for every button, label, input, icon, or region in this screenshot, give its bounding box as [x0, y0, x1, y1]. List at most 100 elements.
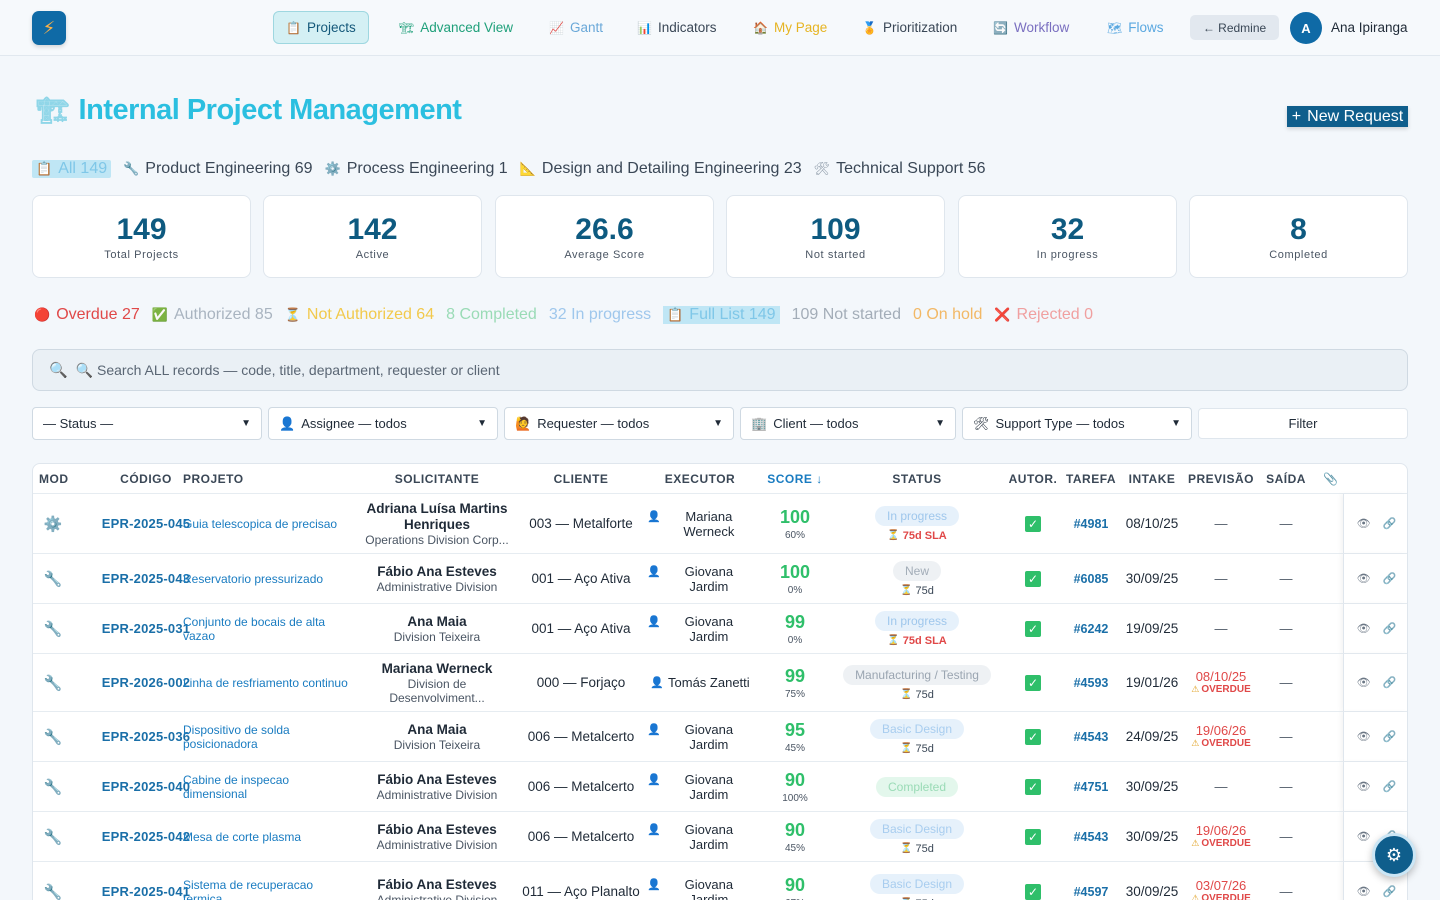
- link-icon[interactable]: 🔗: [1382, 518, 1397, 530]
- link-icon[interactable]: 🔗: [1382, 623, 1397, 635]
- table-row[interactable]: 🔧 EPR-2025-040 Cabine de inspecao dimensio…: [33, 761, 1407, 811]
- header-score[interactable]: SCORE ↓: [767, 472, 823, 486]
- status-filter-overdue-27[interactable]: 🔴 Overdue 27: [34, 306, 140, 324]
- project-code[interactable]: EPR-2025-041: [101, 884, 191, 899]
- table-row[interactable]: 🔧 EPR-2025-043 Reservatorio pressurizado Fá…: [33, 553, 1407, 603]
- status-filter-8-completed[interactable]: 8 Completed: [446, 306, 537, 324]
- nav-indicators[interactable]: 📊 Indicators: [625, 11, 728, 44]
- task-cell: #4981: [1063, 494, 1119, 553]
- status-filter-icon: ✅: [151, 307, 168, 322]
- header-previs-o: PREVISÃO: [1187, 472, 1254, 486]
- task-link[interactable]: #4543: [1073, 829, 1109, 844]
- eye-icon[interactable]: 👁: [1356, 886, 1371, 898]
- project-code[interactable]: EPR-2025-045: [101, 516, 191, 531]
- link-icon[interactable]: 🔗: [1382, 781, 1397, 793]
- status-filter-full-list-149[interactable]: 📋 Full List 149: [663, 306, 780, 324]
- search-input[interactable]: [75, 362, 1407, 378]
- department-technical-support-56[interactable]: 🛠 Technical Support 56: [814, 160, 986, 178]
- project-title[interactable]: Reservatorio pressurizado: [183, 571, 324, 586]
- executor-name: Giovana Jardim: [684, 821, 734, 852]
- forecast-date: 03/07/26: [1195, 878, 1247, 893]
- exit-date: —: [1279, 621, 1293, 636]
- nav-my-page[interactable]: 🏠 My Page: [741, 11, 839, 44]
- eye-icon[interactable]: 👁: [1356, 781, 1371, 793]
- task-link[interactable]: #4751: [1073, 779, 1109, 794]
- project-title[interactable]: Dispositivo de solda posicionadora: [183, 722, 290, 751]
- eye-icon[interactable]: 👁: [1356, 573, 1371, 585]
- status-badge: Basic Design: [869, 873, 965, 894]
- checkmark-icon: ✓: [1025, 674, 1041, 691]
- project-title[interactable]: Mesa de corte plasma: [183, 829, 302, 844]
- user-name[interactable]: Ana Ipiranga: [1331, 20, 1408, 35]
- task-link[interactable]: #4597: [1073, 884, 1109, 899]
- project-title[interactable]: Conjunto de bocais de alta vazao: [183, 614, 326, 643]
- department-design-and-detailing-engineering-23[interactable]: 📐 Design and Detailing Engineering 23: [520, 160, 802, 178]
- status-filter-not-authorized-64[interactable]: ⏳ Not Authorized 64: [285, 306, 434, 324]
- eye-icon[interactable]: 👁: [1356, 731, 1371, 743]
- table-row[interactable]: 🔧 EPR-2026-002 Linha de resfriamento conti…: [33, 653, 1407, 711]
- eye-icon[interactable]: 👁: [1356, 831, 1371, 843]
- status-filter-32-in-progress[interactable]: 32 In progress: [549, 306, 651, 324]
- app-logo[interactable]: ⚡: [32, 11, 66, 45]
- link-icon[interactable]: 🔗: [1382, 677, 1397, 689]
- task-link[interactable]: #6242: [1073, 621, 1109, 636]
- department-process-engineering-1[interactable]: ⚙️ Process Engineering 1: [325, 160, 508, 178]
- settings-fab[interactable]: ⚙: [1372, 833, 1416, 877]
- filter-requester-todos-select[interactable]: 🙋 Requester — todos ▼: [504, 407, 734, 440]
- filter-assignee-todos-select[interactable]: 👤 Assignee — todos ▼: [268, 407, 498, 440]
- status-filter-109-not-started[interactable]: 109 Not started: [792, 306, 901, 324]
- project-code[interactable]: EPR-2025-036: [101, 729, 191, 744]
- eye-icon[interactable]: 👁: [1356, 677, 1371, 689]
- task-link[interactable]: #6085: [1073, 571, 1109, 586]
- nav-prioritization[interactable]: 🏅 Prioritization: [850, 11, 969, 44]
- redmine-button[interactable]: ← Redmine: [1190, 15, 1279, 40]
- table-row[interactable]: 🔧 EPR-2025-036 Dispositivo de solda posici…: [33, 711, 1407, 761]
- link-icon[interactable]: 🔗: [1382, 731, 1397, 743]
- task-link[interactable]: #4543: [1073, 729, 1109, 744]
- hourglass-icon: ⏳: [900, 689, 913, 700]
- avatar[interactable]: A: [1290, 12, 1322, 44]
- new-request-button[interactable]: + New Request: [1287, 106, 1408, 127]
- project-code[interactable]: EPR-2025-040: [101, 779, 191, 794]
- progress-percent: 0%: [787, 584, 803, 596]
- nav-workflow[interactable]: 🔄 Workflow: [981, 11, 1081, 44]
- project-code[interactable]: EPR-2026-002: [101, 675, 191, 690]
- department-product-engineering-69[interactable]: 🔧 Product Engineering 69: [123, 160, 312, 178]
- department-all-149[interactable]: 📋 All 149: [32, 160, 112, 178]
- project-code[interactable]: EPR-2025-042: [101, 829, 191, 844]
- link-icon[interactable]: 🔗: [1382, 573, 1397, 585]
- project-code[interactable]: EPR-2025-031: [101, 621, 191, 636]
- filter-client-todos-select[interactable]: 🏢 Client — todos ▼: [740, 407, 956, 440]
- task-link[interactable]: #4981: [1073, 516, 1109, 531]
- nav-advanced-view[interactable]: 🏗 Advanced View: [387, 11, 525, 44]
- table-row[interactable]: 🔧 EPR-2025-041 Sistema de recuperacao term…: [33, 861, 1407, 900]
- filter-support-type-todos-select[interactable]: 🛠 Support Type — todos ▼: [962, 407, 1192, 440]
- nav-flows[interactable]: 🗺 Flows: [1095, 11, 1176, 44]
- table-row[interactable]: ⚙️ EPR-2025-045 Guia telescopica de precis…: [33, 493, 1407, 553]
- status-filter-rejected-0[interactable]: ❌ Rejected 0: [994, 306, 1093, 324]
- project-title[interactable]: Guia telescopica de precisao: [183, 516, 338, 531]
- status-filter-label: Rejected 0: [1016, 306, 1094, 323]
- nav-gantt[interactable]: 📈 Gantt: [537, 11, 615, 44]
- filter-status-select[interactable]: — Status — ▼: [32, 407, 262, 440]
- project-title[interactable]: Linha de resfriamento continuo: [183, 675, 348, 690]
- client-cell: 003 — Metalforte: [515, 494, 647, 553]
- project-title[interactable]: Sistema de recuperacao termica: [183, 877, 314, 900]
- filter-button[interactable]: Filter: [1198, 408, 1408, 439]
- mod-cell: 🔧: [33, 862, 73, 900]
- table-row[interactable]: 🔧 EPR-2025-042 Mesa de corte plasma Fábio A…: [33, 811, 1407, 861]
- status-filter-0-on-hold[interactable]: 0 On hold: [913, 306, 982, 324]
- eye-icon[interactable]: 👁: [1356, 518, 1371, 530]
- status-filter-icon: ⏳: [284, 307, 301, 322]
- link-icon[interactable]: 🔗: [1382, 886, 1397, 898]
- table-row[interactable]: 🔧 EPR-2025-031 Conjunto de bocais de alta …: [33, 603, 1407, 653]
- nav-projects[interactable]: 📋 Projects: [273, 11, 369, 44]
- status-filter-icon: ❌: [994, 307, 1011, 322]
- row-actions: 👁🔗: [1343, 604, 1407, 653]
- task-link[interactable]: #4593: [1073, 675, 1109, 690]
- project-title[interactable]: Cabine de inspecao dimensional: [183, 772, 290, 801]
- nav-gantt-icon: 📈: [549, 20, 564, 35]
- project-code[interactable]: EPR-2025-043: [101, 571, 191, 586]
- status-filter-authorized-85[interactable]: ✅ Authorized 85: [152, 306, 273, 324]
- eye-icon[interactable]: 👁: [1356, 623, 1371, 635]
